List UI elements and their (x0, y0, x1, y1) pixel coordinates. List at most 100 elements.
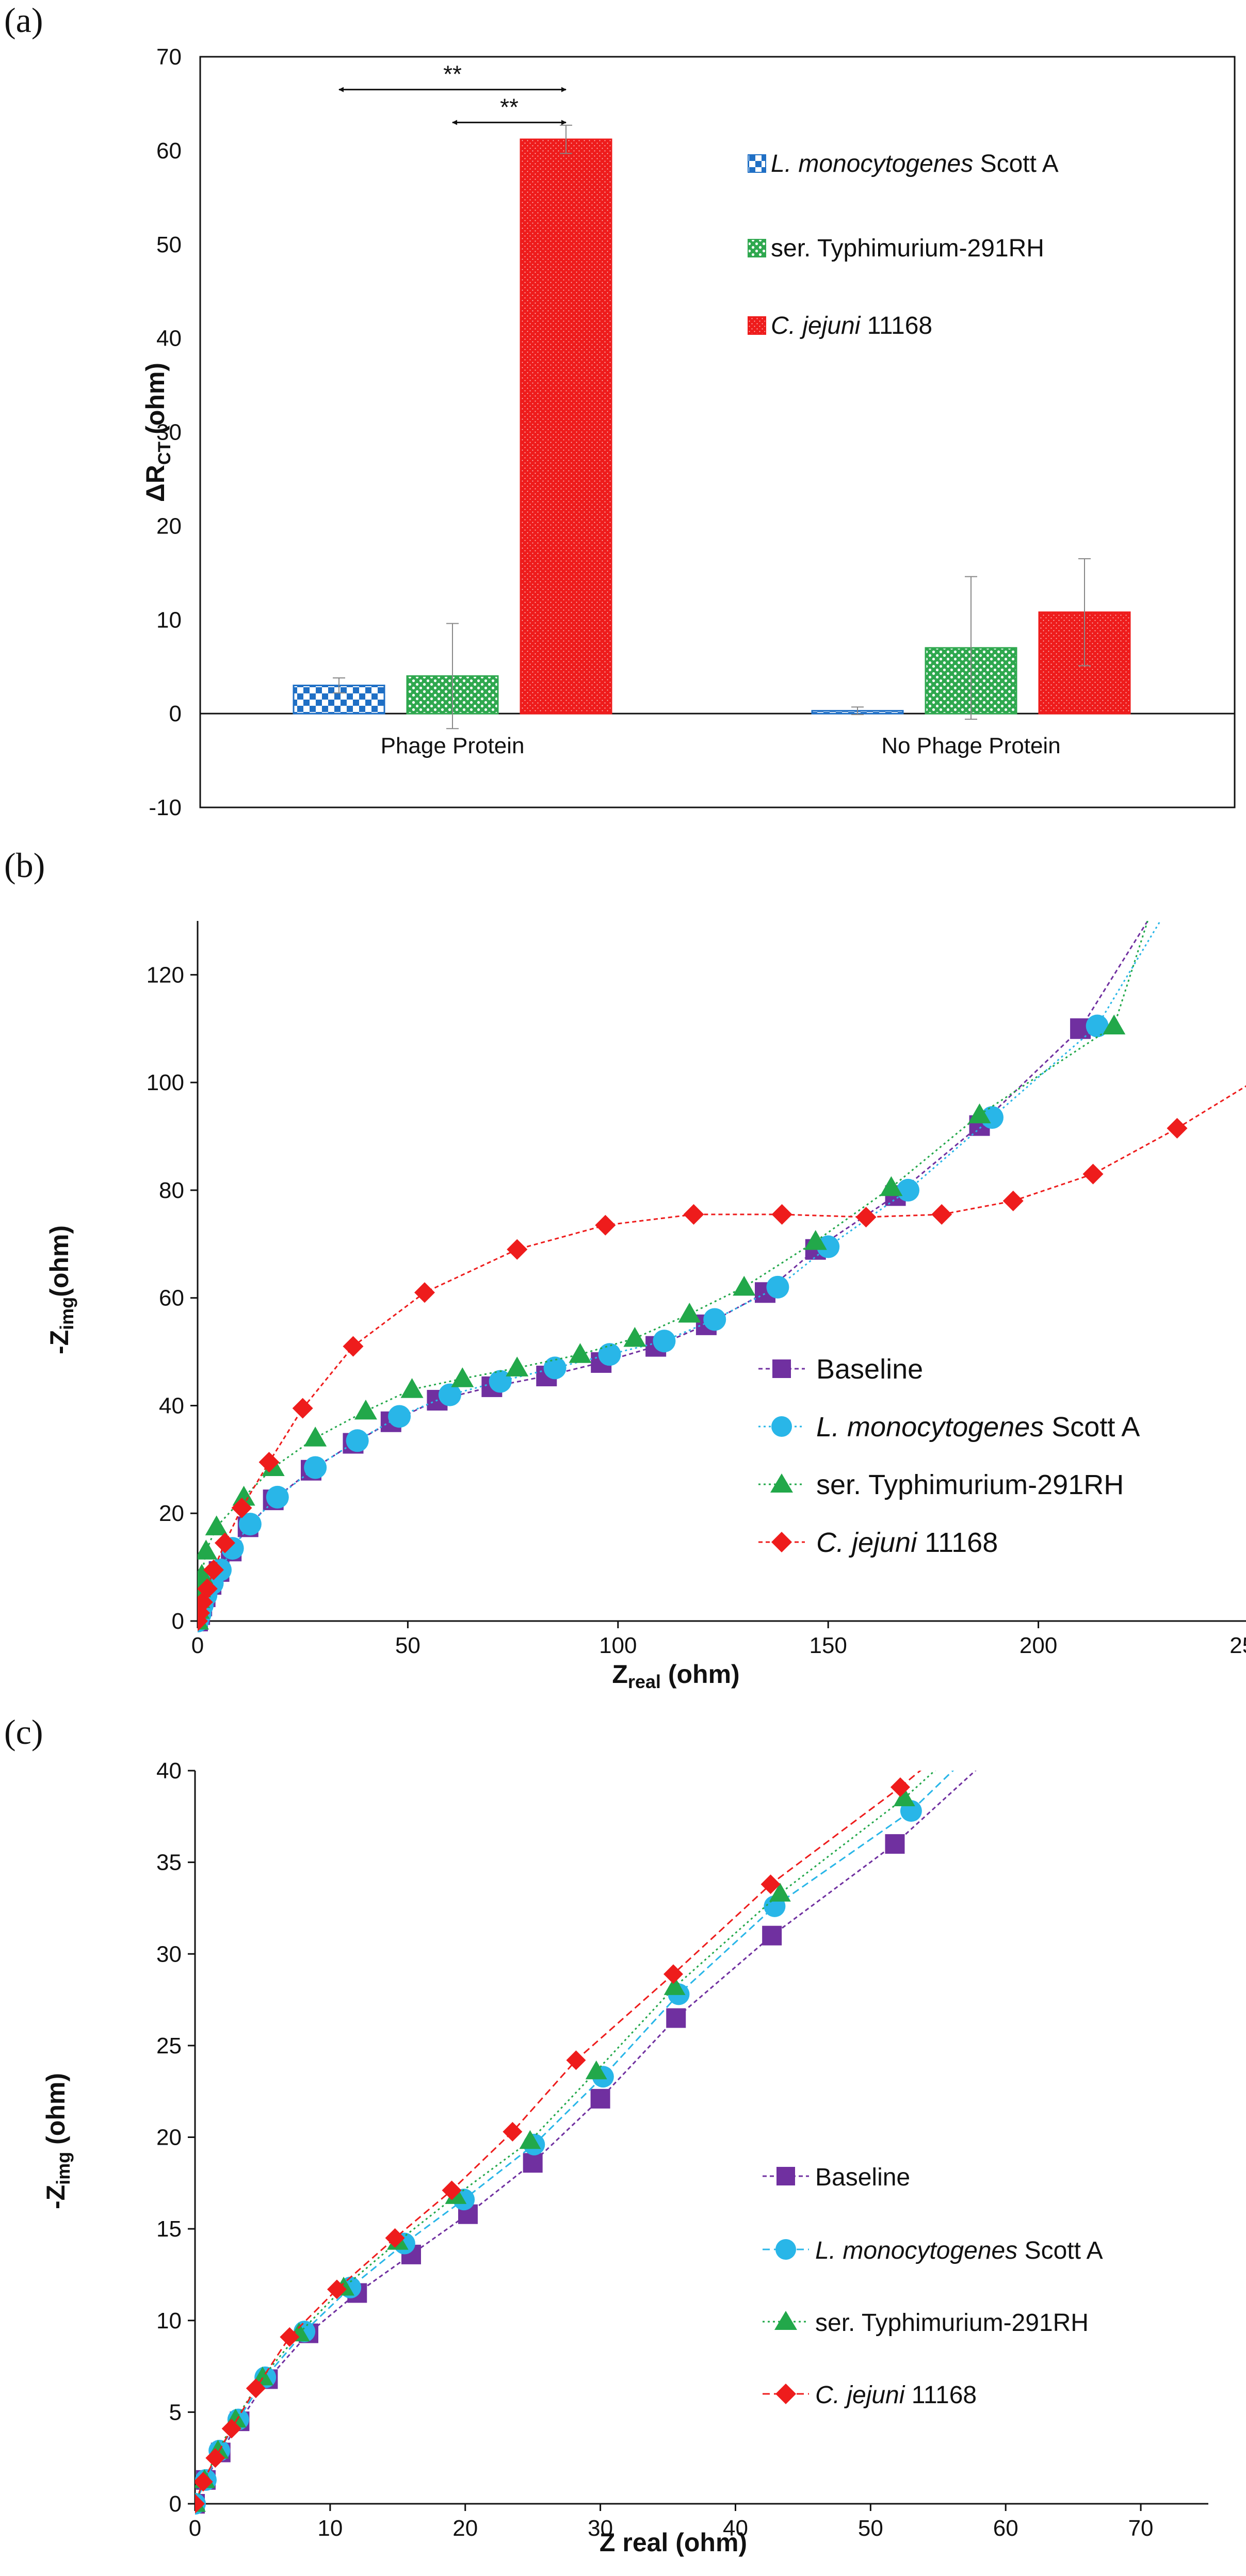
chart-b-ylabel-unit: (ohm) (45, 1225, 74, 1297)
point-c-jejuni-11168 (855, 1207, 877, 1228)
chart-b-legend: Baseline L. monocytogenes Scott A ser. T… (758, 1354, 1140, 1558)
point-ser-typhimurium-291rh (400, 1378, 424, 1398)
x-tick-label: 200 (1020, 1633, 1057, 1658)
y-tick-label: 80 (159, 1178, 184, 1203)
y-tick-label: 30 (156, 420, 182, 445)
y-tick-label: 70 (156, 44, 182, 70)
point-baseline (666, 2008, 686, 2028)
panel-label-a: (a) (4, 1, 43, 40)
point-c-jejuni-11168 (280, 2327, 300, 2347)
x-tick-label: 150 (809, 1633, 847, 1658)
chart-b-ylabel-main: -Z (45, 1330, 74, 1354)
chart-a-bars (293, 124, 1131, 730)
y-tick-label: -10 (149, 795, 182, 820)
series-trend-ser-typhimurium-291rh (903, 1771, 936, 1799)
point-l-monocytogenes-scott-a (489, 1370, 512, 1393)
series-trend-l-monocytogenes-scott-a (910, 1771, 954, 1812)
series-line-c-jejuni-11168 (198, 1127, 1178, 1622)
legend-c-label-baseline: Baseline (815, 2164, 910, 2191)
x-tick-label: 0 (191, 1633, 204, 1658)
point-c-jejuni-11168 (343, 1336, 364, 1357)
significance-label-1: ** (443, 61, 462, 88)
y-tick-label: 40 (159, 1393, 184, 1418)
point-l-monocytogenes-scott-a (897, 1178, 920, 1202)
point-ser-typhimurium-291rh (623, 1326, 646, 1347)
chart-b-xlabel-main: Z (612, 1660, 628, 1689)
y-tick-label: 100 (147, 1070, 184, 1095)
chart-c-legend: Baseline L. monocytogenes Scott A ser. T… (763, 2164, 1103, 2409)
point-c-jejuni-11168 (203, 1559, 224, 1580)
legend-b-marker-c-jejuni (771, 1532, 792, 1552)
legend-b-label-baseline: Baseline (816, 1354, 923, 1385)
point-c-jejuni-11168 (683, 1204, 704, 1225)
point-c-jejuni-11168 (195, 2494, 205, 2514)
point-c-jejuni-11168 (771, 1204, 792, 1225)
point-c-jejuni-11168 (503, 2121, 523, 2142)
legend-c-label-l-monocytogenes: L. monocytogenes Scott A (815, 2237, 1103, 2264)
point-baseline (523, 2153, 543, 2173)
point-c-jejuni-11168 (198, 1592, 213, 1613)
point-ser-typhimurium-291rh (968, 1103, 991, 1124)
point-ser-typhimurium-291rh (1103, 1014, 1126, 1035)
legend-c-rest-l-monocytogenes: Scott A (1017, 2237, 1103, 2264)
chart-b-series (198, 921, 1246, 1632)
series-line-ser-typhimurium-291rh (195, 1797, 905, 2504)
point-l-monocytogenes-scott-a (388, 1405, 411, 1428)
chart-a-annotations: ** ** (338, 61, 567, 125)
legend-b-italic-l-monocytogenes: L. monocytogenes (816, 1412, 1044, 1443)
point-baseline (885, 1834, 905, 1854)
y-tick-label: 5 (169, 2400, 182, 2425)
bar-c-jejuni-11168-phage-protein (520, 138, 612, 715)
point-baseline (590, 2088, 610, 2109)
x-tick-label: 70 (1128, 2516, 1154, 2541)
significance-label-2: ** (500, 93, 519, 120)
x-tick-label: 250 (1229, 1633, 1246, 1658)
point-l-monocytogenes-scott-a (703, 1308, 726, 1331)
point-c-jejuni-11168 (1167, 1117, 1188, 1139)
point-l-monocytogenes-scott-a (543, 1356, 567, 1380)
point-c-jejuni-11168 (931, 1204, 952, 1225)
x-tick-label: 0 (189, 2516, 201, 2541)
point-ser-typhimurium-291rh (769, 1883, 791, 1902)
point-ser-typhimurium-291rh (893, 1787, 915, 1806)
series-trend-baseline (1079, 921, 1148, 1029)
y-tick-label: 0 (169, 701, 182, 726)
point-ser-typhimurium-291rh (198, 1564, 214, 1584)
legend-c-italic-l-monocytogenes: L. monocytogenes (815, 2237, 1017, 2264)
y-tick-label: 30 (156, 1941, 182, 1967)
chart-c: 0 10 20 30 40 50 60 70 0 5 10 15 20 25 30 35 40 Z real (… (41, 1758, 1208, 2557)
legend-swatch-l-monocytogenes (748, 154, 766, 173)
point-l-monocytogenes-scott-a (817, 1235, 840, 1258)
point-c-jejuni-11168 (195, 2472, 213, 2492)
series-trend-ser-typhimurium-291rh (1113, 921, 1148, 1026)
legend-rest-c-jejuni: 11168 (860, 312, 932, 339)
y-tick-label: 0 (172, 1609, 184, 1634)
y-tick-label: 50 (156, 232, 182, 257)
point-ser-typhimurium-291rh (804, 1230, 827, 1250)
panel-label-b: (b) (4, 846, 45, 885)
legend-c-marker-typhimurium (774, 2311, 797, 2330)
point-l-monocytogenes-scott-a (766, 1275, 789, 1299)
chart-a-ylabel-main: ΔR (141, 465, 170, 502)
legend-b-rest-c-jejuni: 11168 (917, 1527, 998, 1558)
point-c-jejuni-11168 (664, 1964, 684, 1984)
chart-a-frame (199, 56, 1236, 808)
y-tick-label: 40 (156, 326, 182, 351)
category-label-phage-protein: Phage Protein (381, 733, 525, 758)
point-ser-typhimurium-291rh (198, 1540, 218, 1560)
point-c-jejuni-11168 (507, 1239, 528, 1260)
point-l-monocytogenes-scott-a (598, 1343, 621, 1366)
legend-c-marker-l-monocytogenes (775, 2239, 796, 2260)
y-tick-label: 20 (156, 2125, 182, 2150)
series-c-jejuni-11168 (195, 1771, 922, 2514)
y-tick-label: 120 (147, 962, 184, 987)
x-tick-label: 50 (395, 1633, 420, 1658)
point-ser-typhimurium-291rh (585, 2060, 607, 2080)
chart-a-y-axis-title: ΔRCT (ohm) (141, 363, 174, 502)
legend-b-label-c-jejuni: C. jejuni 11168 (816, 1527, 998, 1558)
legend-c-label-c-jejuni: C. jejuni 11168 (815, 2381, 977, 2409)
point-c-jejuni-11168 (198, 1578, 218, 1599)
y-tick-label: 10 (156, 607, 182, 633)
chart-c-axes: 0 10 20 30 40 50 60 70 0 5 10 15 20 25 30 35 40 (156, 1758, 1208, 2541)
